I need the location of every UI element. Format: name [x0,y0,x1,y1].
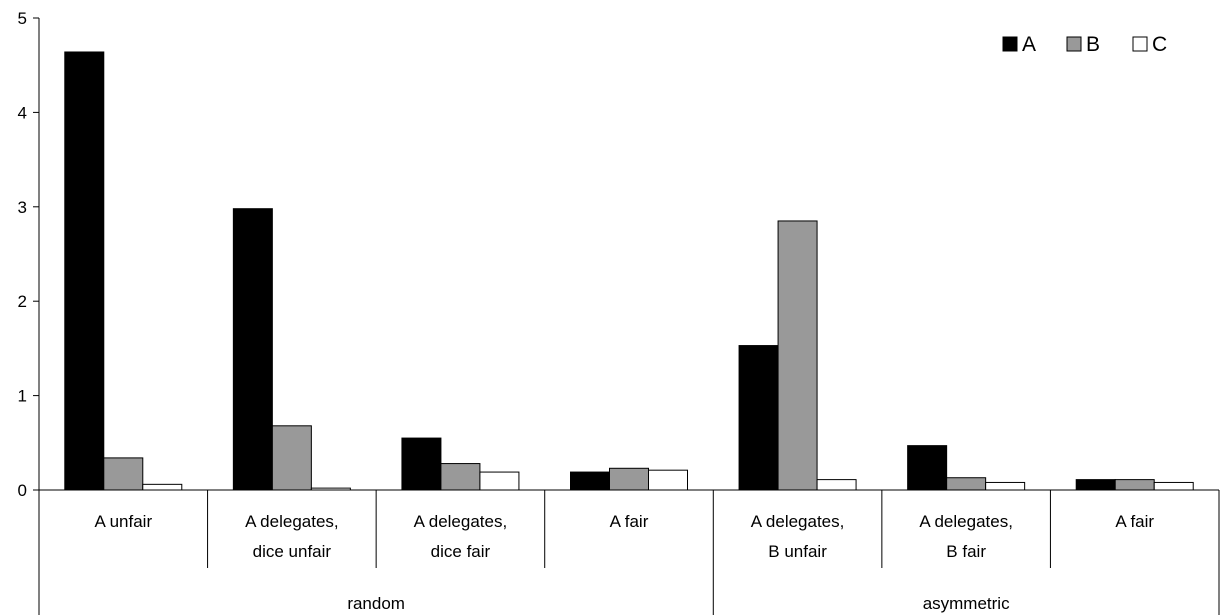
y-tick-label: 3 [18,198,27,217]
bar-c [816,479,857,491]
bar-a [738,345,779,491]
bar-b [440,463,481,491]
bar-c [142,483,183,491]
category-label: A delegates, [919,512,1013,531]
bar-b [1114,479,1155,491]
category-label: A unfair [94,512,152,531]
bar-b [946,477,987,491]
bar-b [777,220,818,491]
bar-a [907,445,948,491]
y-tick-label: 2 [18,292,27,311]
group-label: asymmetric [923,594,1010,613]
legend-swatch-a [1002,36,1018,52]
y-axis: 0 1 2 3 4 5 [18,9,40,500]
category-label: A fair [610,512,649,531]
y-tick-label: 5 [18,9,27,28]
legend-label: C [1152,33,1167,56]
y-tick-label: 1 [18,387,27,406]
bar-a [401,437,442,491]
category-label: A delegates, [245,512,339,531]
bar-b [609,467,649,491]
bars [64,51,1194,491]
legend-label: B [1086,33,1100,56]
bar-b [103,457,144,491]
bar-a [570,471,610,491]
bar-c [648,469,688,491]
legend-label: A [1022,33,1036,56]
legend: A B C [1002,33,1167,56]
legend-swatch-b [1066,36,1082,52]
category-label: A delegates, [751,512,845,531]
x-axis: A unfair A delegates, dice unfair A delegat… [38,489,1220,615]
category-label: dice fair [431,542,491,561]
y-tick-label: 0 [18,481,27,500]
y-tick-label: 4 [18,103,27,122]
bar-c [1153,481,1194,491]
category-label: A delegates, [414,512,508,531]
bar-a [1075,479,1116,491]
bar-a [232,208,273,491]
legend-swatch-c [1132,36,1148,52]
bar-c [479,471,520,491]
bar-b [271,425,312,491]
category-label: A fair [1115,512,1154,531]
group-label: random [347,594,405,613]
bar-a [64,51,105,491]
category-label: B unfair [768,542,827,561]
bar-c [985,481,1026,491]
category-label: B fair [946,542,986,561]
category-label: dice unfair [253,542,332,561]
